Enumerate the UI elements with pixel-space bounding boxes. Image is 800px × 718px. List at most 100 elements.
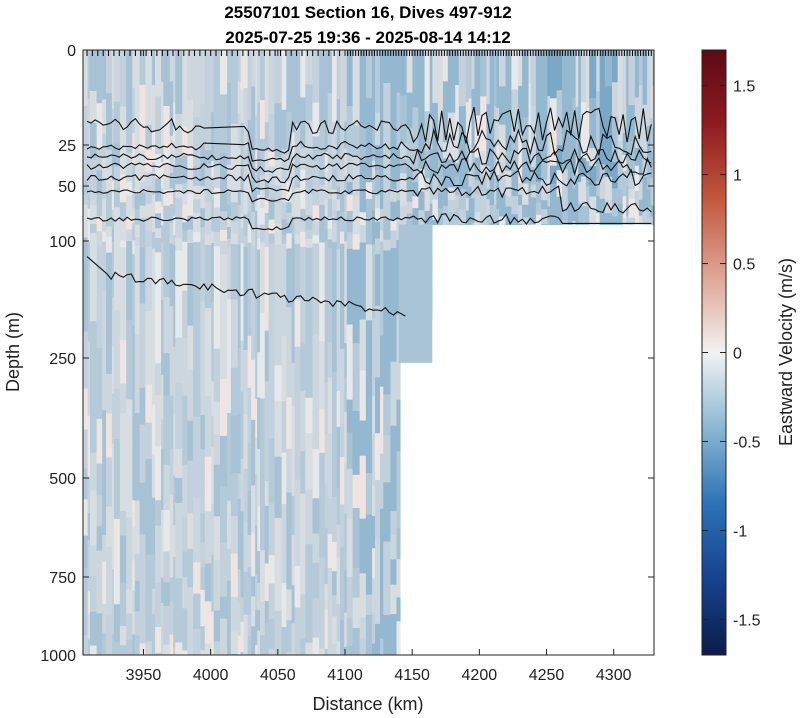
field-cell <box>511 89 519 137</box>
field-cell <box>642 50 648 106</box>
field-cell <box>251 390 256 421</box>
field-cell <box>599 164 606 179</box>
field-cell <box>365 473 373 516</box>
field-cell <box>305 229 314 240</box>
field-cell <box>237 205 242 223</box>
field-cell <box>474 115 481 159</box>
field-cell <box>530 224 537 226</box>
field-cell <box>340 231 345 245</box>
field-cell <box>155 525 162 584</box>
field-cell <box>132 500 136 528</box>
field-cell <box>580 50 587 103</box>
field-cell <box>599 198 606 217</box>
field-cell <box>530 50 537 107</box>
field-cell <box>305 433 314 491</box>
field-cell <box>89 223 98 234</box>
field-cell <box>211 112 215 162</box>
field-cell <box>346 518 354 578</box>
field-cell <box>586 186 590 208</box>
field-cell <box>447 50 456 114</box>
plot-area <box>83 50 654 655</box>
field-cell <box>187 147 194 170</box>
field-cell <box>352 234 361 251</box>
field-cell <box>102 50 107 101</box>
field-cell <box>87 341 91 379</box>
field-cell <box>312 235 320 245</box>
field-cell <box>264 246 270 332</box>
field-cell <box>352 474 361 509</box>
field-cell <box>518 223 523 226</box>
contour-line <box>86 147 652 173</box>
field-cell <box>83 50 89 107</box>
field-cell <box>340 348 345 425</box>
field-cell <box>204 202 212 220</box>
field-cell <box>111 298 115 347</box>
field-cell <box>383 582 392 616</box>
field-cell <box>331 293 338 373</box>
field-cell <box>319 121 326 156</box>
field-cell <box>324 584 329 611</box>
field-cell <box>294 216 301 236</box>
field-cell <box>522 161 530 184</box>
field-cell <box>220 229 228 242</box>
field-cell <box>294 412 301 481</box>
field-cell <box>169 522 174 578</box>
field-cell <box>340 583 345 621</box>
field-cell <box>324 345 329 384</box>
field-cell <box>83 635 89 655</box>
field-cell <box>237 414 242 474</box>
field-cell <box>111 108 115 150</box>
field-cell <box>193 461 202 499</box>
field-cell <box>406 201 414 215</box>
field-cell <box>193 199 202 214</box>
field-cell <box>327 534 333 569</box>
field-cell <box>169 577 174 603</box>
field-cell <box>300 231 306 248</box>
field-cell <box>268 113 276 153</box>
field-cell <box>344 241 348 344</box>
field-cell <box>312 598 320 639</box>
field-cell <box>281 626 287 655</box>
field-cell <box>547 96 551 158</box>
field-cell <box>220 596 228 620</box>
field-cell <box>243 614 249 649</box>
field-cell <box>169 601 174 636</box>
field-cell <box>352 411 361 442</box>
field-cell <box>243 179 249 203</box>
field-cell <box>465 137 470 161</box>
field-cell <box>257 352 261 399</box>
field-cell <box>220 435 228 487</box>
field-cell <box>291 182 296 200</box>
field-cell <box>255 228 258 243</box>
field-cell <box>211 215 215 233</box>
field-cell <box>372 395 376 435</box>
field-cell <box>87 180 91 198</box>
field-cell <box>111 241 115 299</box>
field-cell <box>268 346 276 398</box>
field-cell <box>264 481 270 507</box>
field-cell <box>305 50 314 86</box>
field-cell <box>134 635 141 655</box>
field-cell <box>230 202 239 223</box>
field-cell <box>193 50 202 118</box>
field-cell <box>119 240 127 248</box>
field-cell <box>572 50 577 99</box>
field-cell <box>344 612 348 648</box>
field-cell <box>274 610 283 643</box>
field-cell <box>169 223 174 245</box>
field-cell <box>372 50 376 127</box>
field-cell <box>652 205 654 216</box>
field-cell <box>518 85 523 134</box>
field-cell <box>528 194 532 217</box>
field-cell <box>247 224 252 244</box>
field-cell <box>106 373 113 415</box>
field-cell <box>331 616 338 645</box>
field-cell <box>575 50 579 108</box>
field-cell <box>175 217 183 239</box>
field-cell <box>390 559 398 586</box>
field-cell <box>155 627 162 654</box>
field-cell <box>331 595 338 617</box>
field-cell <box>89 645 98 655</box>
field-cell <box>260 157 266 176</box>
field-cell <box>126 50 133 126</box>
